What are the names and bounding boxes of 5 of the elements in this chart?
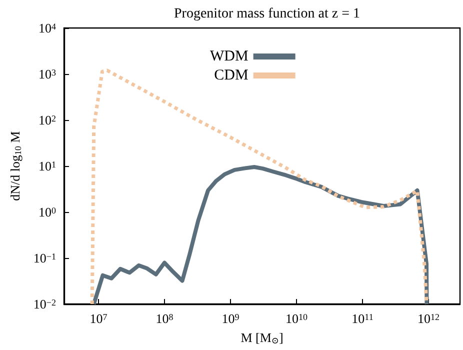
chart-title: Progenitor mass function at z = 1 bbox=[174, 6, 360, 22]
x-axis-title: M [M⊙] bbox=[240, 330, 284, 346]
legend-label: CDM bbox=[214, 68, 248, 84]
legend-label: WDM bbox=[210, 48, 248, 64]
y-axis-title: dN/d log10 M bbox=[8, 130, 24, 201]
